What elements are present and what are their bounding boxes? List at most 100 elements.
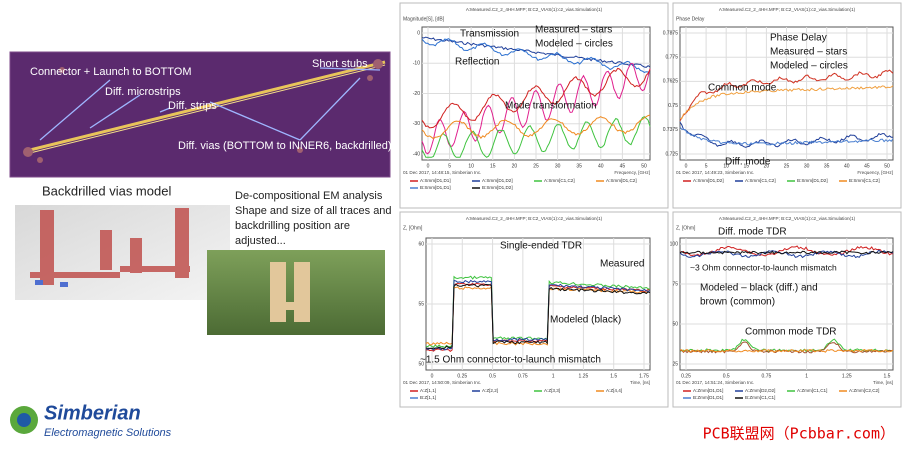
panel-header: A:Measured.C2_2_4HH.MFP; B:C2_VIAS(1):c2… — [719, 216, 856, 221]
annotation: Measured — [600, 259, 644, 270]
y-tick-label: 0.7625 — [663, 79, 679, 85]
x-tick-label: 5 — [448, 163, 451, 169]
pcb-label: Connector + Launch to BOTTOM — [30, 66, 192, 78]
x-tick-label: 15 — [490, 163, 496, 169]
x-tick-label: 0 — [427, 163, 430, 169]
x-tick-label: 0.25 — [457, 373, 467, 379]
footer: 01 Dec 2017, 14:51:24, Simberian Inc. — [676, 380, 754, 385]
y-axis-label: Phase Delay — [676, 16, 705, 22]
pcb-label: Diff. vias (BOTTOM to INNER6, backdrille… — [178, 140, 392, 152]
curve — [679, 341, 894, 354]
legend-label: A:Smm[D1,D2] — [482, 178, 513, 183]
x-tick-label: 25 — [784, 163, 790, 169]
curve — [425, 286, 651, 346]
annotation: brown (common) — [700, 297, 775, 308]
legend-label: B:Smm[D1,D2] — [797, 178, 828, 183]
logo-name: Simberian — [44, 402, 141, 424]
x-tick-label: 1 — [805, 373, 808, 379]
y-axis-label: Magnitude[S], [dB] — [403, 16, 445, 22]
annotation: Phase Delay — [770, 33, 827, 44]
pcb-image — [10, 52, 390, 177]
x-tick-label: 1.5 — [884, 373, 891, 379]
y-tick-label: 0.7375 — [663, 127, 679, 133]
y-tick-label: 25 — [672, 361, 678, 367]
legend-label: B:Zmm[D1,D1] — [693, 395, 723, 400]
x-tick-label: 20 — [512, 163, 518, 169]
curve — [425, 283, 651, 349]
panel-header: A:Measured.C2_2_4HH.MFP; B:C2_VIAS(1):c2… — [466, 7, 603, 12]
y-tick-label: 0.7875 — [663, 30, 679, 36]
annotation: Modeled – circles — [770, 61, 848, 72]
model-title: Backdrilled vias model — [42, 183, 171, 198]
legend-label: B:Smm[D1,D2] — [482, 185, 513, 190]
legend-label: A:Z[4,4] — [606, 388, 622, 393]
trace — [29, 64, 386, 154]
annotation: Measured – stars — [770, 47, 847, 58]
curve — [421, 114, 651, 140]
y-tick-label: 100 — [670, 241, 679, 247]
curve — [679, 85, 894, 120]
y-tick-label: -10 — [413, 61, 420, 67]
x-tick-label: 40 — [598, 163, 604, 169]
footer: 01 Dec 2017, 14:50:09, Simberian Inc. — [403, 380, 481, 385]
panel-header: A:Measured.C2_2_4HH.MFP; B:C2_VIAS(1):c2… — [719, 7, 856, 12]
x-tick-label: 1.75 — [639, 373, 649, 379]
legend-label: A:Smm[C1,C2] — [544, 178, 575, 183]
annotation: Mode transformation — [505, 101, 597, 112]
legend-label: B:Smm[D1,D1] — [420, 185, 451, 190]
x-tick-label: 1.25 — [842, 373, 852, 379]
legend-label: A:Smm[D1,C2] — [606, 178, 637, 183]
x-tick-label: 0.25 — [681, 373, 691, 379]
legend-label: A:Zmm[D1,D1] — [693, 388, 723, 393]
annotation: Modeled – circles — [535, 39, 613, 50]
x-tick-label: 15 — [744, 163, 750, 169]
y-tick-label: 0.775 — [665, 55, 678, 61]
annotation: Diff. mode — [725, 157, 771, 168]
y-tick-label: 0 — [417, 30, 420, 36]
y-tick-label: -30 — [413, 121, 420, 127]
curve — [421, 116, 651, 158]
x-tick-label: 1 — [552, 373, 555, 379]
x-tick-label: 45 — [864, 163, 870, 169]
annotation: Common mode TDR — [745, 327, 837, 338]
legend-label: A:Zmm[C1,C1] — [797, 388, 827, 393]
via-columns — [30, 208, 190, 285]
annotation: Single-ended TDR — [500, 241, 582, 252]
legend-label: A:Z[3,3] — [544, 388, 560, 393]
legend-label: B:Z[1,1] — [420, 395, 436, 400]
trace — [29, 60, 386, 152]
x-tick-label: 10 — [468, 163, 474, 169]
annotation: Modeled (black) — [550, 315, 621, 326]
y-tick-label: 55 — [418, 301, 424, 307]
x-tick-label: 45 — [620, 163, 626, 169]
annotation: ~3 Ohm connector-to-launch mismatch — [690, 262, 837, 272]
x-tick-label: 1.5 — [610, 373, 617, 379]
y-axis-label: Z, [Ohm] — [676, 225, 696, 231]
curve — [680, 245, 894, 257]
via-shape — [270, 262, 310, 322]
ports — [35, 280, 68, 287]
annotation: Transmission — [460, 29, 519, 40]
legend-label: A:Z[1,1] — [420, 388, 436, 393]
y-tick-label: 0.75 — [668, 103, 678, 109]
logo-icon — [17, 413, 31, 427]
annotation: ~1.5 Ohm connector-to-launch mismatch — [420, 355, 601, 366]
x-tick-label: 0 — [431, 373, 434, 379]
x-tick-label: 30 — [804, 163, 810, 169]
em-text: backdrilling position are — [235, 220, 350, 232]
x-tick-label: 0.75 — [762, 373, 772, 379]
annotation: Measured – stars — [535, 25, 612, 36]
y-tick-label: 0.725 — [665, 151, 678, 157]
y-tick-label: 75 — [672, 281, 678, 287]
curve — [679, 121, 893, 148]
x-tick-label: 50 — [641, 163, 647, 169]
y-axis-label: Z, [Ohm] — [403, 225, 423, 231]
curve — [426, 275, 651, 349]
legend-label: A:Smm[C1,C2] — [745, 178, 776, 183]
curve — [679, 249, 894, 259]
pcb-border — [9, 51, 391, 178]
x-tick-label: 0.75 — [518, 373, 528, 379]
x-tick-label: 1.25 — [579, 373, 589, 379]
pcb-label: Diff. strips — [168, 100, 217, 112]
